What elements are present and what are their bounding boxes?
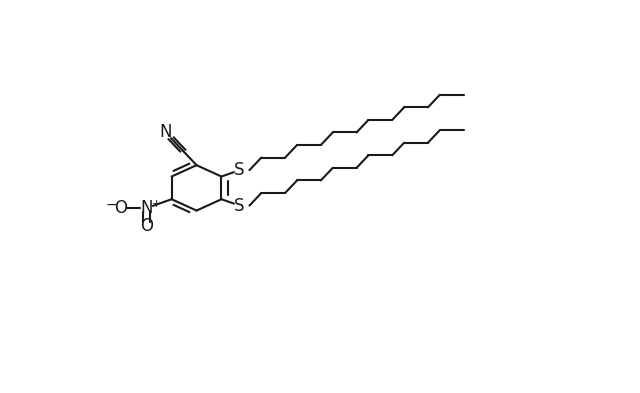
Text: N: N xyxy=(159,123,172,141)
Text: +: + xyxy=(152,199,161,209)
Text: O: O xyxy=(115,199,127,217)
Text: O: O xyxy=(140,217,153,235)
Text: −: − xyxy=(106,197,117,211)
Text: S: S xyxy=(234,196,244,215)
Text: N: N xyxy=(141,199,153,217)
Text: S: S xyxy=(234,161,244,179)
